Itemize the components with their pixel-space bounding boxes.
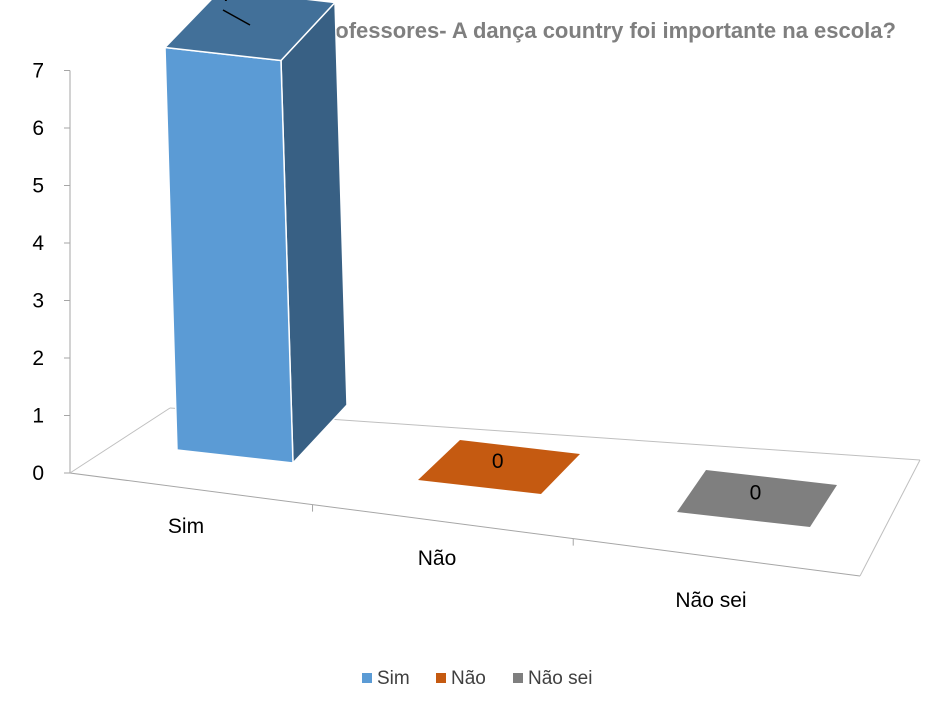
bar-top	[418, 440, 580, 494]
data-label: 0	[750, 482, 762, 505]
data-label-leader	[222, 9, 251, 26]
bars	[163, 0, 837, 527]
y-tick-label: 4	[32, 232, 44, 255]
legend-swatch	[513, 673, 523, 683]
data-label: 0	[492, 450, 504, 473]
y-tick-label: 1	[32, 405, 44, 428]
bar-front	[164, 46, 294, 464]
y-tick-label: 5	[32, 175, 44, 198]
x-category-label: Não	[418, 547, 457, 570]
y-tick-label: 3	[32, 290, 44, 313]
legend-swatch	[362, 673, 372, 683]
bar-top	[677, 470, 837, 527]
y-tick-label: 6	[32, 117, 44, 140]
y-tick-label: 0	[32, 462, 44, 485]
y-tick-label: 2	[32, 347, 44, 370]
legend: Sim Não Não sei	[362, 668, 592, 689]
x-category-label: Não sei	[675, 589, 746, 612]
chart-title: Professores- A dança country foi importa…	[312, 18, 896, 43]
floor-edge	[69, 407, 171, 474]
legend-swatch	[436, 673, 446, 683]
legend-label: Não sei	[528, 668, 592, 689]
labels: 0 1 2 3 4 5 6 7 7 0 0 Sim Não Não sei	[32, 0, 761, 612]
legend-label: Não	[451, 668, 486, 689]
x-category-label: Sim	[168, 515, 204, 538]
data-label: 7	[221, 0, 233, 6]
legend-label: Sim	[377, 668, 410, 689]
y-tick-label: 7	[32, 60, 44, 83]
floor-edge	[859, 459, 921, 577]
bar-top	[163, 0, 337, 62]
